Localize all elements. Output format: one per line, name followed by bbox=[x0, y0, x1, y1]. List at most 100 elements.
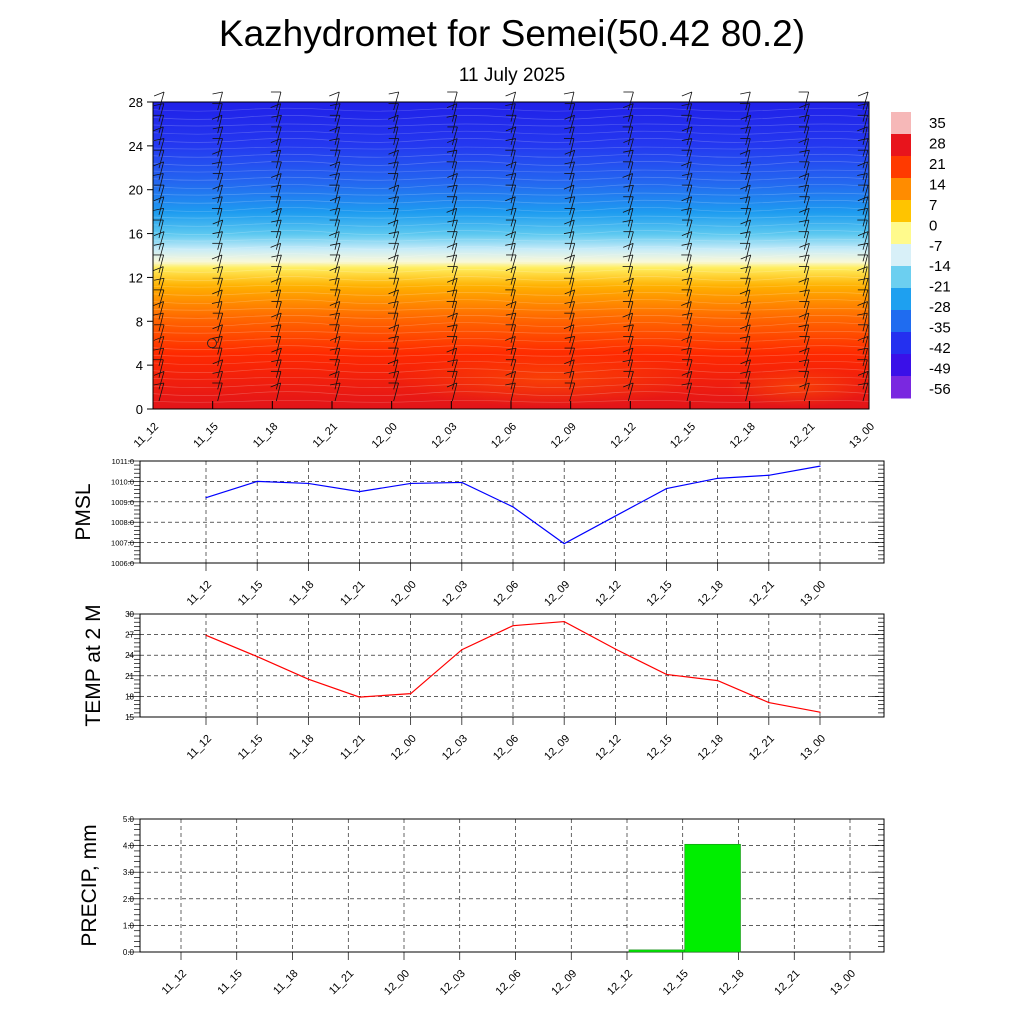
wind-barb bbox=[803, 208, 810, 227]
colorbar-swatch bbox=[891, 288, 911, 311]
wind-barb bbox=[686, 138, 693, 157]
wind-barb bbox=[686, 91, 693, 111]
wind-barb-flag bbox=[505, 266, 517, 271]
x-tick-label: 13_00 bbox=[798, 733, 828, 763]
x-tick-label: 13_00 bbox=[828, 968, 858, 998]
wind-barb bbox=[451, 115, 458, 134]
wind-barb bbox=[158, 126, 164, 146]
wind-barb bbox=[569, 138, 575, 157]
wind-barb bbox=[803, 266, 810, 285]
wind-barb-flag bbox=[446, 242, 458, 248]
wind-barb-flag bbox=[212, 370, 223, 374]
wind-barb bbox=[217, 91, 223, 111]
wind-barb-flag bbox=[681, 208, 692, 211]
wind-barb-flag bbox=[329, 382, 341, 386]
wind-barb bbox=[862, 301, 868, 320]
wind-barb-flag bbox=[447, 184, 458, 188]
wind-barb-flag bbox=[271, 347, 282, 353]
wind-barb-flag bbox=[857, 196, 869, 202]
wind-barb-flag bbox=[447, 277, 458, 283]
wind-barb bbox=[275, 173, 282, 192]
x-tick-label: 12_06 bbox=[489, 421, 519, 451]
data-point bbox=[410, 482, 412, 485]
wind-barb bbox=[803, 278, 810, 297]
wind-barb-flag bbox=[329, 336, 341, 341]
wind-barb bbox=[275, 324, 282, 343]
wind-barb bbox=[803, 150, 810, 169]
isoline bbox=[152, 299, 870, 304]
wind-barb bbox=[627, 278, 634, 297]
wind-barb-flag bbox=[623, 149, 634, 153]
wind-barb bbox=[745, 150, 751, 169]
wind-barb bbox=[217, 138, 223, 157]
wind-barb-flag bbox=[798, 173, 810, 178]
y-tick-label: 12 bbox=[129, 270, 143, 285]
y-tick-label: 27 bbox=[125, 631, 134, 640]
data-point bbox=[410, 693, 412, 695]
wind-barb-flag bbox=[798, 219, 810, 223]
wind-barb bbox=[275, 266, 282, 285]
wind-barb bbox=[393, 336, 399, 355]
wind-barb-flag bbox=[564, 114, 575, 120]
wind-barb bbox=[862, 196, 869, 215]
wind-barb bbox=[451, 382, 458, 402]
isoline bbox=[152, 345, 870, 350]
x-tick-label: 11_18 bbox=[271, 968, 301, 998]
wind-barb bbox=[217, 173, 224, 192]
wind-barb bbox=[803, 243, 810, 262]
wind-barb-flag bbox=[505, 301, 517, 306]
isoline bbox=[152, 276, 870, 281]
wind-barb-flag bbox=[388, 184, 399, 190]
wind-barb-flag bbox=[563, 91, 575, 95]
wind-barb bbox=[158, 347, 164, 367]
wind-barb bbox=[275, 301, 282, 320]
wind-barb bbox=[803, 313, 810, 332]
wind-barb-flag bbox=[740, 91, 751, 95]
x-tick-label: 13_00 bbox=[847, 421, 877, 451]
plot-area bbox=[140, 461, 884, 563]
wind-barb-flag bbox=[740, 219, 751, 225]
x-tick-label: 12_21 bbox=[787, 421, 817, 451]
plot-area bbox=[140, 614, 884, 717]
wind-barb-flag bbox=[857, 91, 869, 97]
wind-barb-flag bbox=[857, 301, 868, 306]
wind-barb bbox=[627, 359, 634, 378]
wind-barb bbox=[862, 115, 868, 134]
wind-barb bbox=[745, 313, 751, 332]
y-tick-label: 1.0 bbox=[123, 921, 135, 930]
wind-barb bbox=[393, 91, 400, 111]
x-tick-label: 12_12 bbox=[605, 968, 635, 998]
wind-barb bbox=[803, 219, 810, 239]
isoline bbox=[152, 169, 870, 173]
wind-barb-flag bbox=[387, 266, 399, 269]
wind-barb-flag bbox=[153, 301, 164, 306]
wind-barb-flag bbox=[270, 242, 281, 248]
wind-barb-flag bbox=[857, 208, 868, 211]
wind-barb-flag bbox=[563, 184, 575, 190]
wind-barb bbox=[745, 185, 751, 204]
wind-barb-flag bbox=[505, 173, 516, 176]
bar bbox=[684, 843, 741, 953]
wind-barb bbox=[803, 91, 810, 111]
wind-barb bbox=[627, 231, 634, 250]
wind-barb-flag bbox=[446, 208, 457, 213]
wind-barb bbox=[510, 266, 517, 285]
plot-frame bbox=[139, 818, 885, 953]
wind-barb-flag bbox=[799, 103, 810, 109]
wind-barb bbox=[745, 382, 751, 402]
wind-barb bbox=[158, 115, 164, 134]
wind-barb bbox=[158, 185, 165, 204]
wind-barb bbox=[158, 289, 165, 308]
wind-barb-flag bbox=[270, 184, 282, 188]
wind-barb bbox=[217, 313, 224, 332]
wind-barb bbox=[862, 161, 868, 180]
wind-barb-flag bbox=[270, 324, 282, 328]
isoline bbox=[152, 184, 870, 189]
wind-barb bbox=[745, 115, 752, 134]
isoline bbox=[152, 161, 870, 166]
wind-barb-flag bbox=[329, 370, 340, 376]
wind-barb bbox=[862, 231, 869, 250]
wind-barb-flag bbox=[447, 173, 458, 178]
wind-barb bbox=[510, 103, 516, 122]
wind-barb-flag bbox=[563, 231, 575, 235]
